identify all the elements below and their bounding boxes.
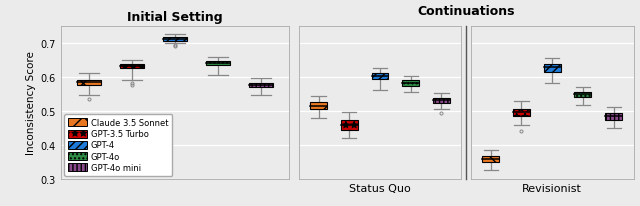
Bar [372, 74, 388, 80]
Y-axis label: Inconsistency Score: Inconsistency Score [26, 51, 36, 155]
Legend: Claude 3.5 Sonnet, GPT-3.5 Turbo, GPT-4, GPT-4o, GPT-4o mini: Claude 3.5 Sonnet, GPT-3.5 Turbo, GPT-4,… [64, 115, 172, 176]
X-axis label: Status Quo: Status Quo [349, 183, 411, 193]
Bar [163, 38, 187, 42]
Bar [482, 157, 499, 162]
Bar [513, 109, 530, 116]
Bar [544, 65, 561, 73]
Bar [310, 103, 327, 110]
Bar [403, 81, 419, 86]
Text: Continuations: Continuations [417, 5, 515, 18]
Bar [206, 62, 230, 66]
Title: Initial Setting: Initial Setting [127, 11, 223, 24]
X-axis label: Revisionist: Revisionist [522, 183, 582, 193]
Bar [77, 80, 100, 86]
Bar [340, 120, 358, 130]
Bar [250, 84, 273, 88]
Bar [433, 98, 450, 103]
Bar [575, 92, 591, 98]
Bar [605, 114, 622, 120]
Bar [120, 65, 144, 69]
